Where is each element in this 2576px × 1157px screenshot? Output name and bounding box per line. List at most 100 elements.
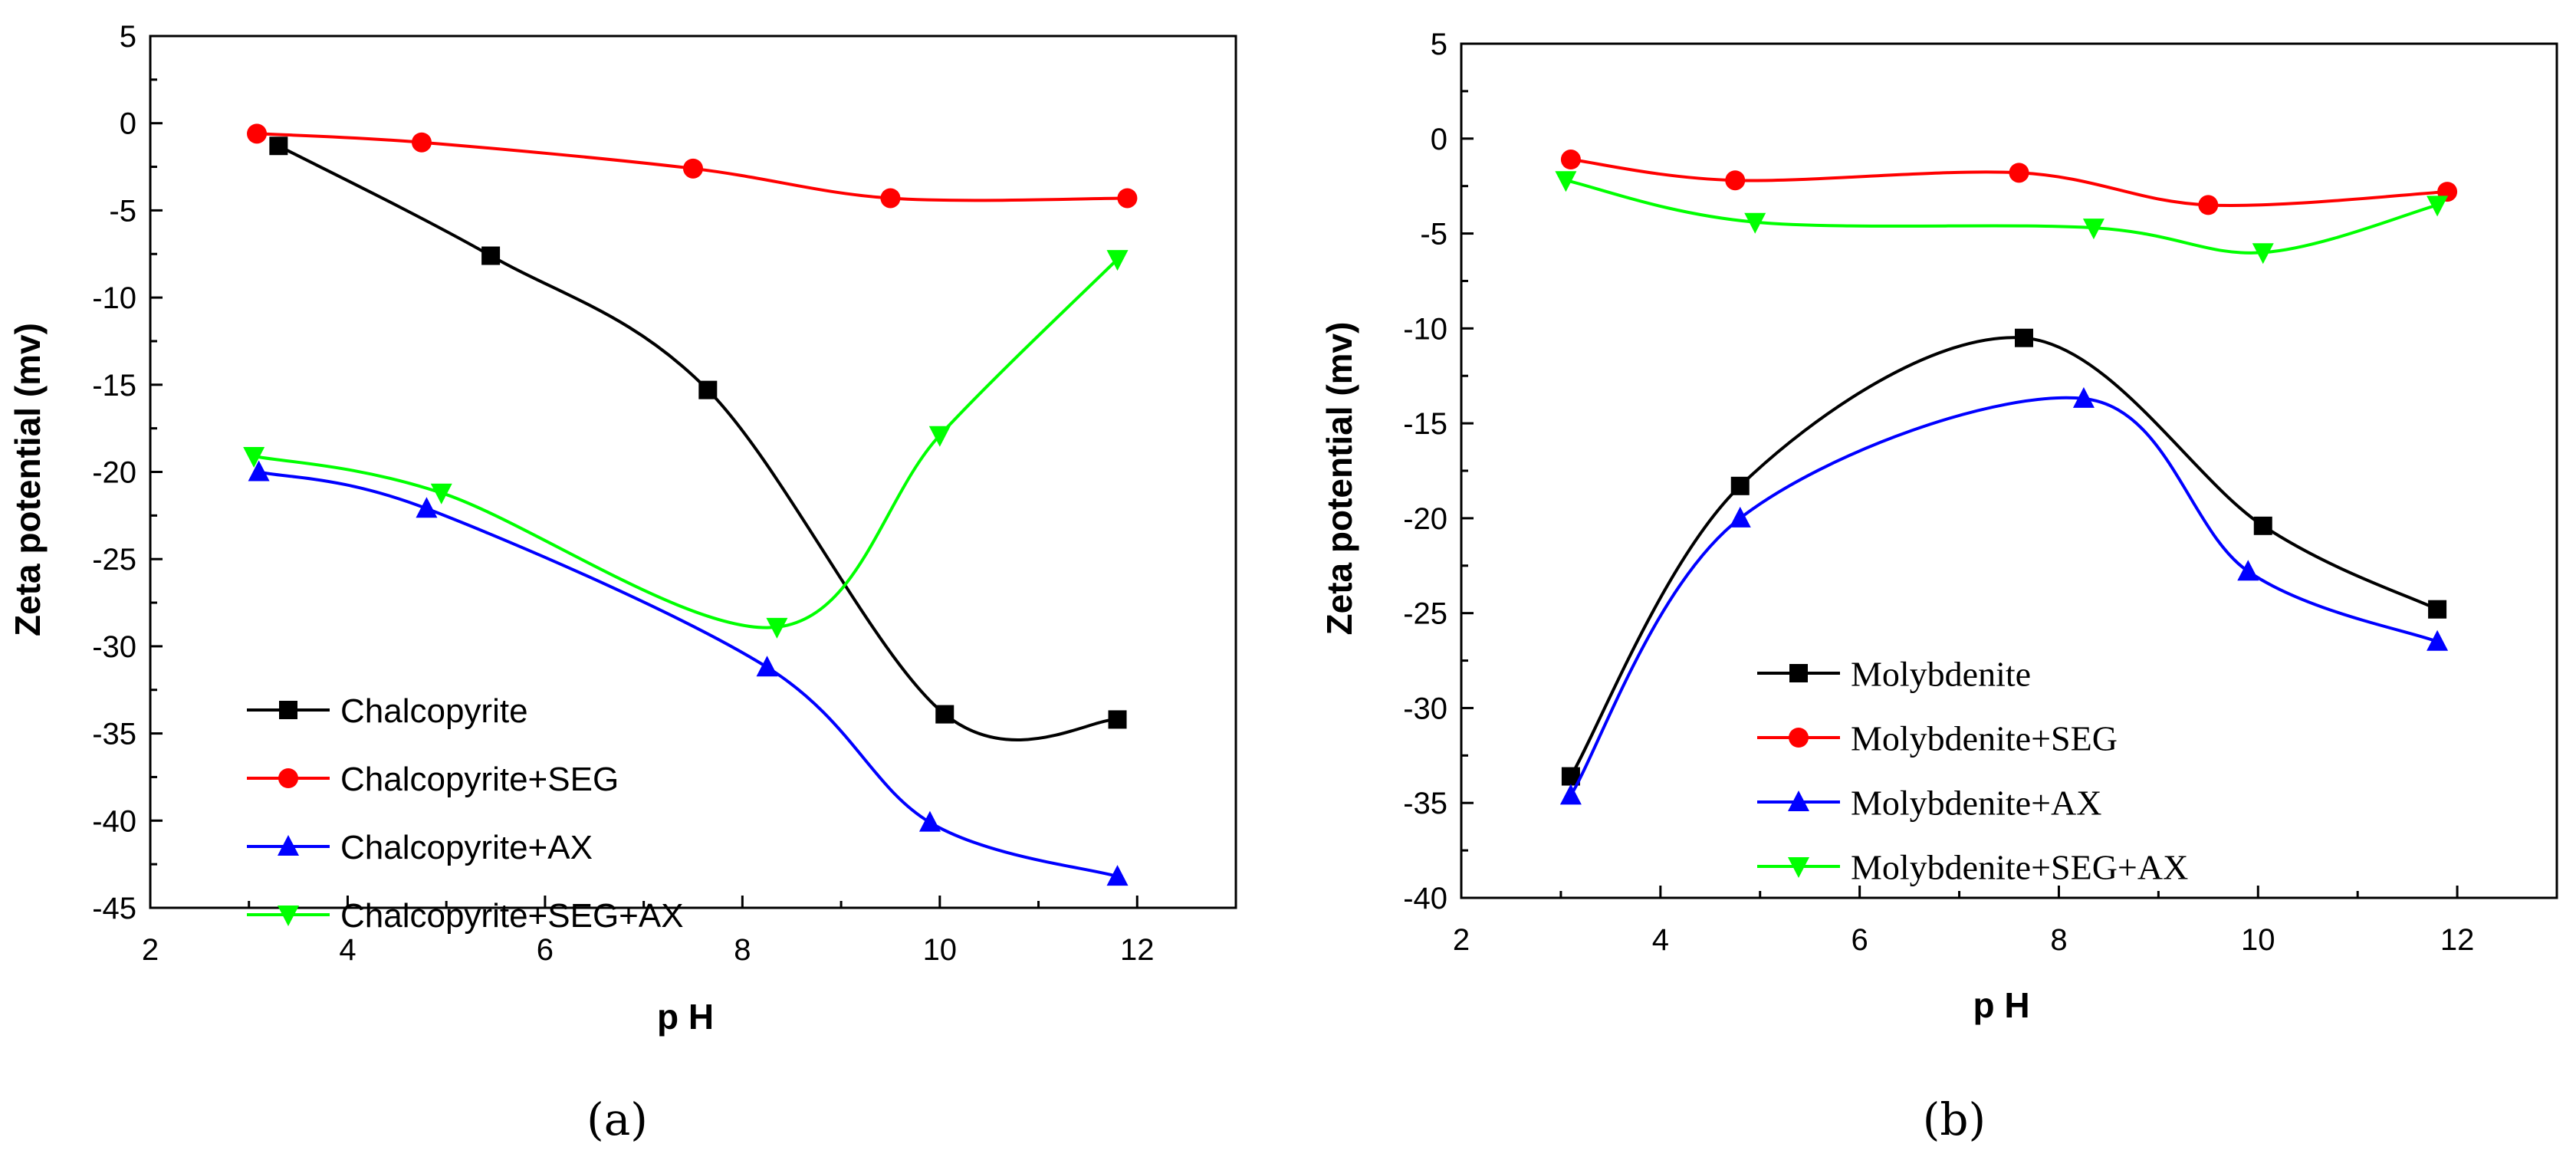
data-point	[2237, 560, 2259, 581]
series-line	[278, 144, 1118, 742]
series-line	[1569, 336, 2438, 777]
x-tick-label: 8	[2050, 923, 2067, 957]
legend-label: Chalcopyrite+AX	[340, 829, 593, 866]
data-point	[2014, 328, 2033, 347]
y-tick-label: -25	[1403, 597, 1447, 631]
x-axis-title: p H	[657, 997, 714, 1037]
x-tick-label: 12	[1120, 933, 1155, 967]
y-tick-label: -40	[92, 804, 136, 838]
legend-marker	[278, 835, 299, 856]
legend-marker	[1788, 857, 1809, 878]
data-point	[880, 188, 901, 209]
legend-label: Chalcopyrite+SEG	[340, 761, 619, 798]
y-tick-label: -30	[1403, 692, 1447, 725]
y-tick-label: -10	[1403, 312, 1447, 346]
data-point	[1559, 784, 1582, 805]
data-point	[1106, 250, 1129, 271]
y-tick-label: -30	[92, 630, 136, 664]
y-tick-label: 0	[1431, 123, 1447, 156]
panel-label: (b)	[1923, 1093, 1986, 1145]
legend-marker	[1788, 791, 1809, 811]
y-tick-label: 0	[120, 107, 136, 141]
legend-marker	[1789, 728, 1809, 748]
chart-panel-a: 2 4 6 8 10 12 5 0 -5 -10 -15 -20 -25 -30 -35 -40 -45 p H Z…	[8, 20, 1237, 1145]
data-point	[2426, 196, 2449, 217]
data-point	[430, 483, 452, 505]
data-point	[1561, 767, 1580, 786]
data-point	[1108, 710, 1127, 729]
legend-label: Chalcopyrite+SEG+AX	[340, 897, 684, 935]
legend-label: Molybdenite+SEG	[1851, 719, 2118, 758]
data-point	[1117, 188, 1138, 209]
x-tick-label: 2	[1453, 923, 1470, 957]
y-tick-label: -45	[92, 892, 136, 925]
data-point	[2009, 163, 2029, 183]
y-tick-label: -15	[92, 369, 136, 403]
legend-marker	[1789, 664, 1808, 682]
legend-label: Chalcopyrite	[340, 692, 528, 730]
chart-panel-b: 2 4 6 8 10 12 5 0 -5 -10 -15 -20 -25 -30 -35 -40 p H Zeta…	[1319, 28, 2558, 1145]
data-point	[1106, 865, 1129, 886]
data-point	[269, 136, 288, 156]
y-tick-label: -35	[1403, 787, 1447, 820]
data-point	[2252, 243, 2274, 265]
data-point	[1555, 171, 1577, 192]
x-tick-label: 4	[1652, 923, 1669, 957]
x-tick-label: 6	[537, 933, 554, 967]
y-tick-label: -20	[1403, 502, 1447, 536]
legend-label: Molybdenite	[1851, 655, 2031, 694]
series-line	[258, 470, 1119, 879]
y-tick-label: -10	[92, 281, 136, 315]
data-point	[2253, 516, 2272, 535]
data-point	[2082, 219, 2104, 240]
data-point	[1729, 506, 1751, 528]
data-point	[2072, 386, 2095, 408]
x-tick-label: 6	[1852, 923, 1868, 957]
y-axis-title: Zeta potential (mv)	[1319, 322, 1359, 636]
y-tick-label: -15	[1403, 407, 1447, 441]
x-tick-label: 10	[2241, 923, 2275, 957]
data-point	[247, 123, 268, 144]
y-tick-label: -40	[1403, 882, 1447, 915]
data-point	[481, 246, 501, 265]
data-point	[412, 132, 432, 153]
data-point	[935, 705, 955, 724]
y-tick-label: 5	[1431, 28, 1447, 61]
data-point	[1560, 150, 1581, 170]
legend-marker	[278, 906, 299, 926]
y-tick-label: -35	[92, 718, 136, 751]
y-axis-title: Zeta potential (mv)	[8, 323, 48, 636]
x-tick-label: 4	[339, 933, 356, 967]
data-point	[698, 380, 718, 399]
legend-label: Molybdenite+SEG+AX	[1851, 848, 2188, 887]
series-line	[1569, 396, 2438, 797]
y-tick-label: -20	[92, 456, 136, 490]
data-point	[928, 426, 951, 447]
data-point	[243, 447, 265, 468]
legend-marker	[279, 701, 297, 719]
data-point	[416, 497, 438, 518]
data-point	[1730, 476, 1750, 495]
y-tick-label: -5	[109, 194, 136, 228]
y-tick-label: -5	[1420, 218, 1447, 251]
x-axis-title: p H	[1973, 985, 2029, 1025]
data-point	[2198, 195, 2219, 215]
legend-label: Molybdenite+AX	[1851, 784, 2101, 823]
x-tick-label: 8	[734, 933, 751, 967]
x-tick-label: 10	[923, 933, 958, 967]
data-point	[2426, 629, 2449, 651]
data-point	[248, 460, 270, 482]
y-tick-label: -25	[92, 543, 136, 577]
data-point	[1744, 212, 1766, 234]
legend-marker	[278, 768, 298, 788]
data-point	[918, 810, 941, 832]
data-point	[756, 656, 778, 677]
data-point	[683, 158, 703, 179]
x-tick-label: 2	[142, 933, 159, 967]
data-point	[2428, 600, 2447, 619]
y-tick-label: 5	[120, 20, 136, 54]
data-point	[1725, 170, 1746, 191]
x-tick-label: 12	[2440, 923, 2475, 957]
